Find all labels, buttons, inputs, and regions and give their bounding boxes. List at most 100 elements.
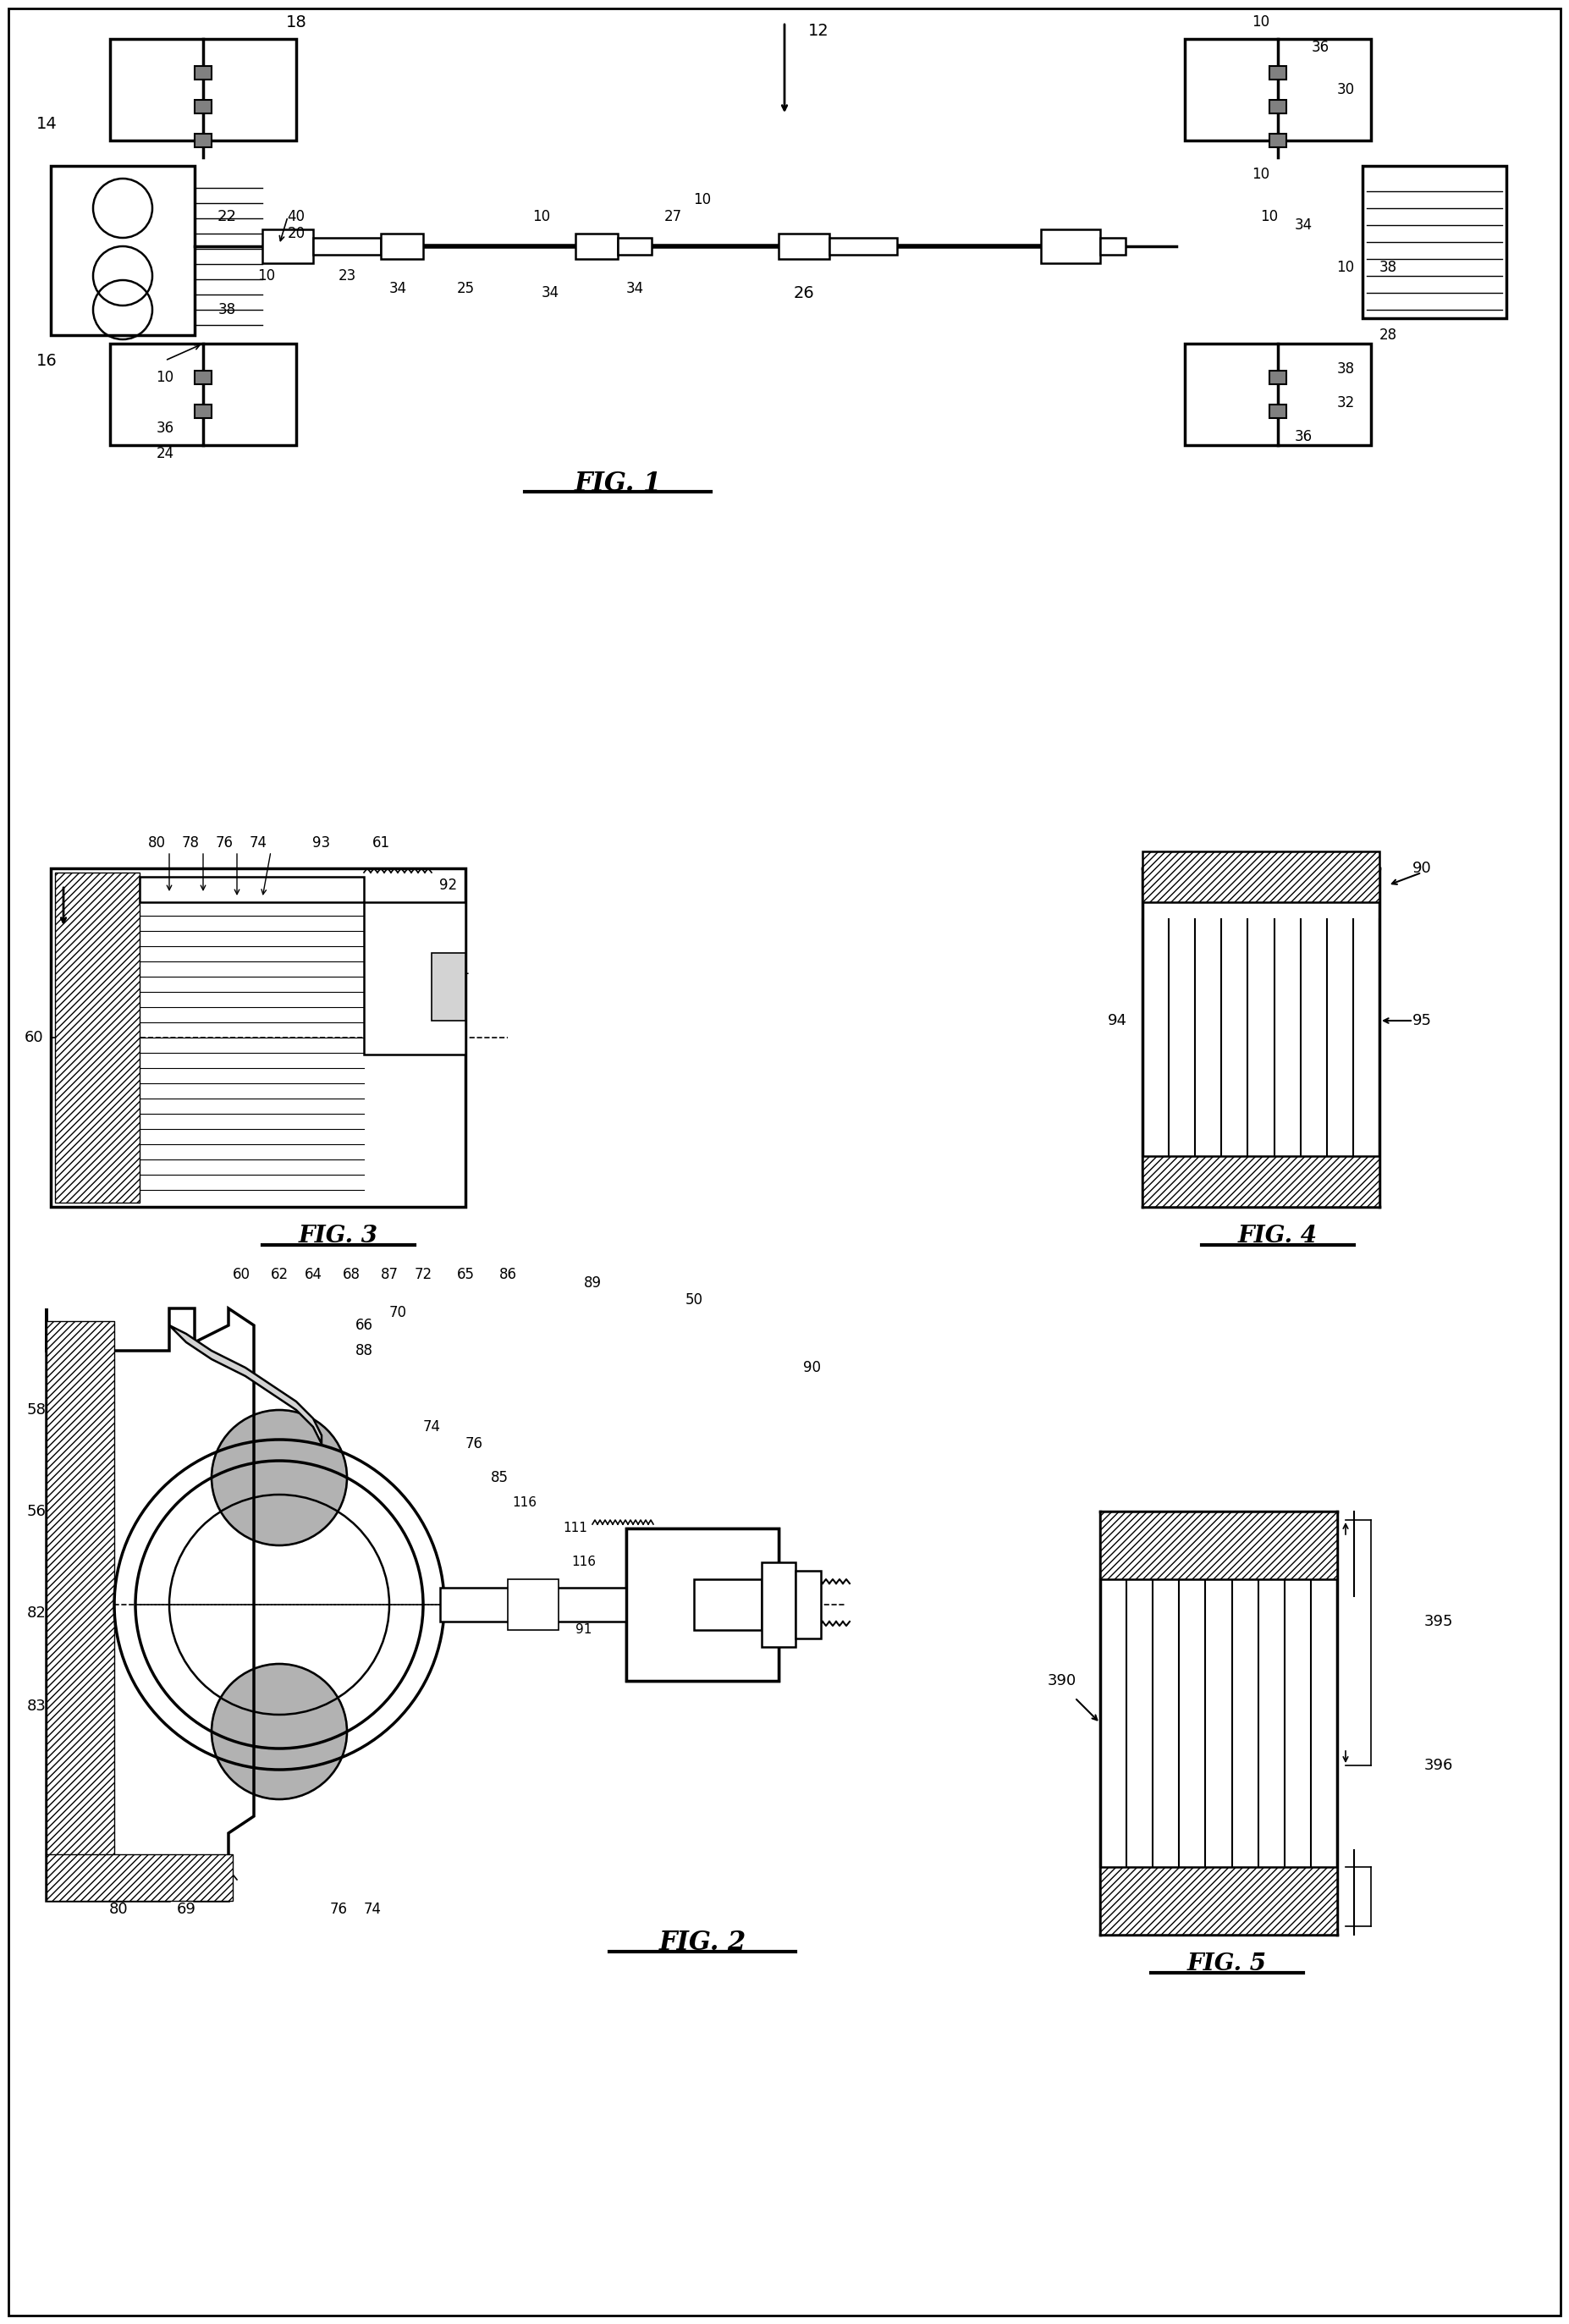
Text: 50: 50 <box>686 1292 703 1308</box>
Bar <box>1185 40 1371 139</box>
Text: 76: 76 <box>215 834 234 851</box>
Polygon shape <box>47 1308 254 1901</box>
Text: 10: 10 <box>1260 209 1279 225</box>
Text: 28: 28 <box>1379 328 1396 342</box>
Text: 76: 76 <box>464 1436 483 1452</box>
Bar <box>439 1587 693 1622</box>
Text: 38: 38 <box>1337 360 1354 376</box>
Text: 74: 74 <box>249 834 267 851</box>
Bar <box>110 344 297 446</box>
Text: 18: 18 <box>286 14 306 30</box>
Bar <box>1269 135 1287 146</box>
Text: 390: 390 <box>1048 1673 1076 1690</box>
Text: 34: 34 <box>1294 218 1312 232</box>
Text: 10: 10 <box>257 267 276 284</box>
Text: 94: 94 <box>1108 1013 1127 1027</box>
Bar <box>628 1529 777 1680</box>
Text: 68: 68 <box>342 1267 361 1283</box>
Text: 78: 78 <box>182 834 199 851</box>
Text: 30: 30 <box>1337 81 1354 98</box>
Bar <box>576 235 618 258</box>
Text: 70: 70 <box>389 1306 406 1320</box>
Text: 95: 95 <box>1412 1013 1431 1027</box>
Text: 396: 396 <box>1425 1757 1453 1773</box>
Text: 24: 24 <box>155 446 174 460</box>
Text: 93: 93 <box>312 834 331 851</box>
Bar <box>50 165 195 335</box>
Bar <box>1142 1155 1379 1206</box>
Text: 91: 91 <box>452 962 471 978</box>
Bar <box>1269 65 1287 79</box>
Bar <box>195 100 212 114</box>
Text: 90: 90 <box>1412 860 1431 876</box>
Text: 62: 62 <box>270 1267 289 1283</box>
Text: 86: 86 <box>499 1267 516 1283</box>
Text: 65: 65 <box>457 1267 474 1283</box>
Text: FIG. 3: FIG. 3 <box>298 1225 378 1248</box>
Text: 85: 85 <box>491 1471 508 1485</box>
Bar <box>626 1529 778 1680</box>
Text: 10: 10 <box>155 370 174 386</box>
Text: 74: 74 <box>422 1420 441 1434</box>
Bar <box>1040 230 1100 263</box>
Bar <box>195 372 212 383</box>
Bar <box>618 237 651 256</box>
Text: 116: 116 <box>513 1497 537 1508</box>
Bar <box>693 1580 761 1629</box>
Text: 80: 80 <box>147 834 165 851</box>
Polygon shape <box>169 1325 322 1443</box>
Text: 10: 10 <box>533 209 551 225</box>
Text: 111: 111 <box>563 1522 588 1534</box>
Text: 34: 34 <box>389 281 406 295</box>
Text: 38: 38 <box>218 302 235 318</box>
Bar <box>830 237 897 256</box>
Circle shape <box>212 1411 347 1545</box>
Text: 58: 58 <box>27 1401 46 1418</box>
Text: 10: 10 <box>693 193 711 207</box>
Text: 34: 34 <box>626 281 643 295</box>
Bar <box>55 872 140 1202</box>
Text: 14: 14 <box>36 116 56 132</box>
Text: 16: 16 <box>36 353 56 370</box>
Text: 60: 60 <box>232 1267 249 1283</box>
Bar <box>431 953 466 1020</box>
Bar <box>314 237 381 256</box>
Bar <box>195 65 212 79</box>
Text: 56: 56 <box>27 1504 46 1520</box>
Text: 72: 72 <box>414 1267 431 1283</box>
Text: 61: 61 <box>372 834 389 851</box>
Bar <box>364 902 466 1055</box>
Text: 10: 10 <box>1252 167 1269 181</box>
Bar <box>50 869 466 1206</box>
Bar <box>1142 851 1379 902</box>
Text: 38: 38 <box>1379 260 1396 274</box>
Text: 87: 87 <box>380 1267 399 1283</box>
Bar <box>1100 1511 1337 1580</box>
Text: 20: 20 <box>287 225 304 242</box>
Text: 12: 12 <box>808 23 828 40</box>
Bar <box>778 235 830 258</box>
Text: 36: 36 <box>155 421 174 437</box>
Text: 60: 60 <box>24 1030 44 1046</box>
Text: FIG. 5: FIG. 5 <box>1188 1952 1266 1975</box>
Bar <box>1362 165 1506 318</box>
Text: 89: 89 <box>584 1276 601 1290</box>
Bar <box>1269 100 1287 114</box>
Bar <box>761 1562 795 1648</box>
Bar <box>1100 237 1125 256</box>
Bar <box>47 1855 232 1901</box>
Bar <box>262 230 314 263</box>
Bar <box>508 1580 559 1629</box>
Bar <box>1100 1866 1337 1934</box>
Bar <box>1269 372 1287 383</box>
Text: 80: 80 <box>108 1901 129 1917</box>
Text: 25: 25 <box>457 281 474 295</box>
Text: FIG. 4: FIG. 4 <box>1238 1225 1318 1248</box>
Text: 10: 10 <box>1252 14 1269 30</box>
Text: 74: 74 <box>364 1901 381 1917</box>
Text: FIG. 1: FIG. 1 <box>574 469 662 497</box>
Bar <box>626 1529 778 1680</box>
Bar <box>195 404 212 418</box>
Text: 22: 22 <box>217 209 237 225</box>
Text: 82: 82 <box>27 1606 46 1620</box>
